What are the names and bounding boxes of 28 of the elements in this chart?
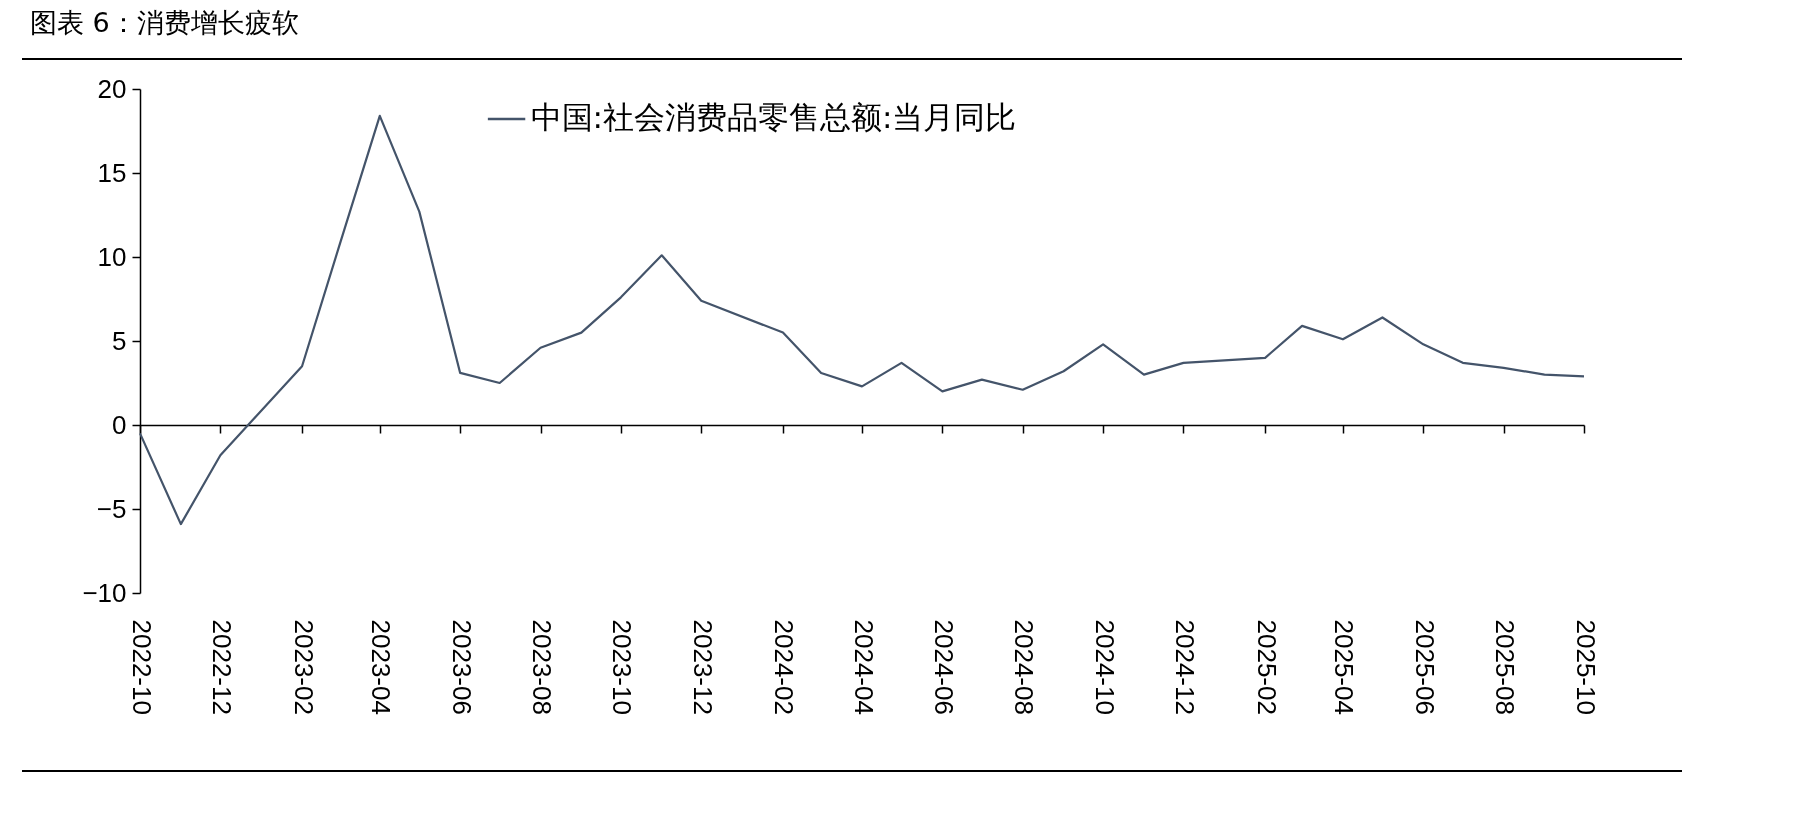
x-tick-label: 2023-08 — [527, 619, 558, 715]
y-tick-label: 5 — [112, 325, 127, 356]
x-tick-label: 2023-04 — [366, 619, 397, 715]
x-tick-label: 2022-12 — [206, 619, 237, 715]
x-tick-label: 2025-04 — [1329, 619, 1360, 715]
x-tick-label: 2024-08 — [1009, 619, 1040, 715]
x-tick-label: 2023-06 — [446, 619, 477, 715]
y-tick-label: 15 — [97, 157, 127, 188]
x-tick-label: 2023-02 — [288, 619, 319, 715]
legend-label: 中国:社会消费品零售总额:当月同比 — [530, 99, 1017, 136]
y-tick-label: 20 — [97, 73, 127, 104]
x-tick-label: 2024-02 — [769, 619, 800, 715]
x-tick-label: 2022-10 — [126, 619, 157, 715]
x-tick-label: 2024-12 — [1169, 619, 1200, 715]
x-tick-label: 2025-02 — [1251, 619, 1282, 715]
chart-title: 图表 6：消费增长疲软 — [30, 7, 299, 38]
x-tick-label: 2025-08 — [1490, 619, 1521, 715]
x-tick-label: 2023-12 — [687, 619, 718, 715]
y-tick-label: −5 — [96, 493, 127, 524]
x-tick-label: 2025-06 — [1409, 619, 1440, 715]
x-tick-label: 2024-06 — [928, 619, 959, 715]
y-tick-label: 10 — [97, 241, 127, 272]
y-tick-label: −10 — [82, 577, 127, 608]
x-tick-label: 2023-10 — [607, 619, 638, 715]
x-tick-label: 2024-10 — [1089, 619, 1120, 715]
x-tick-label: 2024-04 — [848, 619, 879, 715]
y-tick-label: 0 — [112, 409, 127, 440]
x-tick-label: 2025-10 — [1570, 619, 1601, 715]
